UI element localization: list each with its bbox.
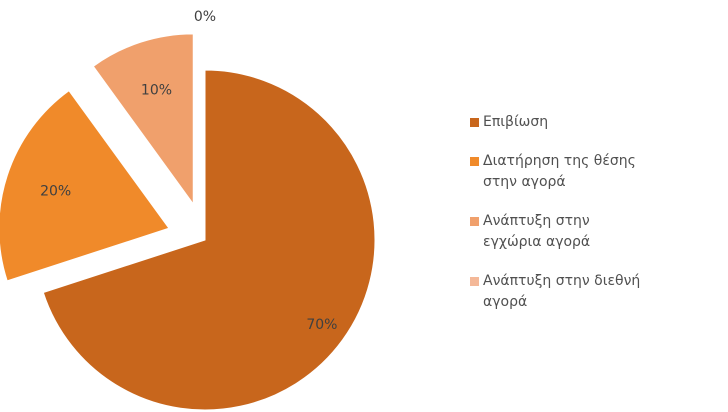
- legend-swatch: [470, 217, 479, 226]
- legend-item: Διατήρηση της θέσης στην αγορά: [470, 151, 720, 193]
- pie-slice: [92, 33, 194, 206]
- legend-label: Ανάπτυξη στην εγχώρια αγορά: [483, 213, 591, 250]
- legend: Επιβίωση Διατήρηση της θέσης στην αγορά Αν…: [470, 112, 720, 331]
- legend-label: Επιβίωση: [483, 114, 549, 130]
- data-label: 10%: [141, 83, 172, 99]
- data-label: 70%: [306, 317, 337, 333]
- pie-area: 70% 20% 10% 0%: [0, 9, 376, 411]
- legend-swatch: [470, 277, 479, 286]
- data-label: 0%: [194, 9, 216, 25]
- pie-slice: [0, 90, 170, 282]
- legend-swatch: [470, 157, 479, 166]
- pie-slice: [42, 69, 376, 411]
- legend-swatch: [470, 118, 479, 127]
- legend-label: Ανάπτυξη στην διεθνή αγορά: [483, 273, 641, 310]
- legend-item: Ανάπτυξη στην διεθνή αγορά: [470, 271, 720, 313]
- data-label: 20%: [40, 183, 71, 199]
- legend-item: Ανάπτυξη στην εγχώρια αγορά: [470, 211, 720, 253]
- legend-item: Επιβίωση: [470, 112, 720, 133]
- legend-label: Διατήρηση της θέσης στην αγορά: [483, 153, 636, 190]
